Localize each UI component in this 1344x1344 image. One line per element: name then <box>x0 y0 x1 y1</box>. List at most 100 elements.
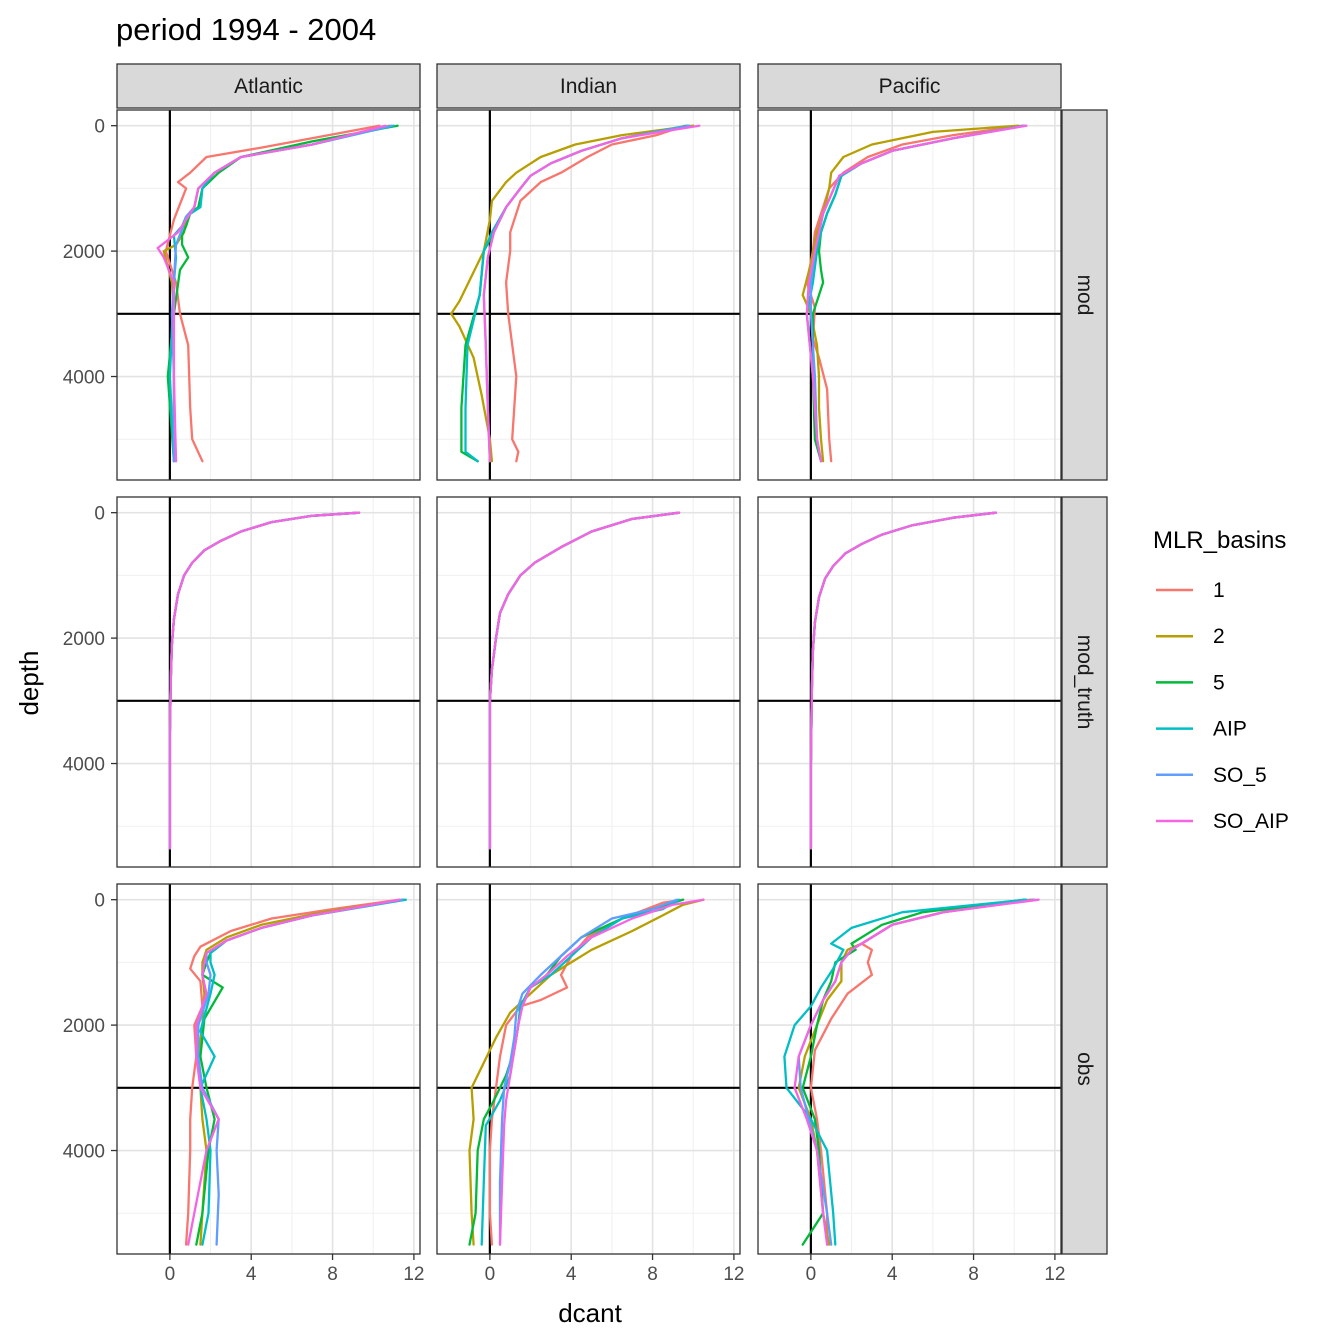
panel-border <box>116 109 421 481</box>
strip-label-mod: mod <box>1073 275 1096 316</box>
panel-atlantic-mod-truth <box>116 496 421 868</box>
gridlines <box>758 110 1061 480</box>
y-tick-label: 2000 <box>63 1016 105 1037</box>
panel-atlantic-obs <box>116 883 421 1255</box>
series-line-1 <box>504 124 687 463</box>
panel-background <box>117 110 420 480</box>
legend-item-5: 5 <box>1156 671 1225 694</box>
x-tick-label: 0 <box>165 1264 176 1285</box>
panel-background <box>117 884 420 1254</box>
x-tick-label: 8 <box>327 1264 338 1285</box>
panel-indian-obs <box>436 883 741 1255</box>
strip-background <box>1061 496 1108 868</box>
strip-label-obs: obs <box>1073 1052 1096 1086</box>
chart-title: period 1994 - 2004 <box>116 12 376 47</box>
x-tick-label: 4 <box>566 1264 577 1285</box>
strip-mod: mod <box>1061 109 1108 481</box>
x-tick-label: 4 <box>887 1264 898 1285</box>
y-tick-label: 0 <box>94 891 105 912</box>
series-line-1 <box>164 124 381 463</box>
legend-item-so-5: SO_5 <box>1156 764 1267 787</box>
panel-border <box>757 109 1062 481</box>
strip-label-indian: Indian <box>560 75 617 98</box>
y-tick-label: 4000 <box>63 368 105 389</box>
series-lines <box>168 511 361 850</box>
legend-label: SO_AIP <box>1213 810 1289 833</box>
legend-items: 1 2 5 AIP SO_5 SO_AIP <box>1156 579 1289 833</box>
panel-border <box>757 883 1062 1255</box>
panel-background <box>437 884 740 1254</box>
legend-item-2: 2 <box>1156 625 1225 648</box>
x-tick-label: 12 <box>403 1264 424 1285</box>
series-lines <box>450 124 701 463</box>
strip-indian: Indian <box>436 63 741 109</box>
strip-background <box>1061 883 1108 1255</box>
x-tick-label: 12 <box>1044 1264 1065 1285</box>
series-line-so-aip <box>498 898 705 1246</box>
panel-border <box>116 883 421 1255</box>
x-tick-label: 0 <box>806 1264 817 1285</box>
series-line-2 <box>450 124 695 463</box>
series-lines <box>488 511 681 850</box>
series-line-1 <box>805 124 1024 463</box>
series-line-2 <box>197 898 405 1246</box>
y-tick-label: 2000 <box>63 629 105 650</box>
strip-atlantic: Atlantic <box>116 63 421 109</box>
x-tick-label: 4 <box>246 1264 257 1285</box>
y-tick-label: 4000 <box>63 1142 105 1163</box>
strip-background <box>436 63 741 109</box>
strip-label-mod-truth: mod_truth <box>1073 635 1096 730</box>
panel-background <box>437 110 740 480</box>
strip-background <box>116 63 421 109</box>
strip-background <box>757 63 1062 109</box>
legend-label: 1 <box>1213 579 1225 602</box>
series-lines <box>468 898 705 1246</box>
panel-background <box>437 497 740 867</box>
legend: MLR_basins 1 2 5 AIP SO_5 SO_AIP <box>1153 527 1289 833</box>
y-tick-label: 4000 <box>63 755 105 776</box>
series-line-aip <box>480 898 681 1246</box>
legend-label: AIP <box>1213 718 1247 741</box>
panel-indian-mod-truth <box>436 496 741 868</box>
legend-item-so-aip: SO_AIP <box>1156 810 1289 833</box>
x-axis-title: dcant <box>558 1298 622 1328</box>
panel-border <box>436 496 741 868</box>
panel-pacific-mod-truth <box>757 496 1062 868</box>
panel-border <box>436 883 741 1255</box>
series-lines <box>156 124 399 463</box>
series-lines <box>184 898 407 1246</box>
series-line-1 <box>184 898 401 1246</box>
x-tick-label: 8 <box>647 1264 658 1285</box>
series-lines <box>809 511 998 850</box>
series-lines <box>801 124 1028 463</box>
series-line-so-aip <box>793 898 1040 1246</box>
series-line-so-aip <box>805 124 1028 463</box>
x-tick-label: 0 <box>485 1264 496 1285</box>
panel-background <box>758 497 1061 867</box>
series-line-so-aip <box>488 511 681 850</box>
series-line-aip <box>783 898 1028 1246</box>
panel-pacific-obs <box>757 883 1062 1255</box>
strip-obs: obs <box>1061 883 1108 1255</box>
axes: 0 2000 4000 0 2000 4000 0 2000 4000 0 4 8 12 0 4 8 12 0 4 8… <box>63 117 1066 1285</box>
strip-pacific: Pacific <box>757 63 1062 109</box>
series-line-so-aip <box>482 124 701 463</box>
series-line-so-aip <box>168 511 361 850</box>
panel-indian-mod <box>436 109 741 481</box>
legend-item-aip: AIP <box>1156 718 1247 741</box>
panel-border <box>757 496 1062 868</box>
y-tick-label: 0 <box>94 117 105 138</box>
legend-title: MLR_basins <box>1153 527 1286 554</box>
legend-item-1: 1 <box>1156 579 1225 602</box>
legend-label: SO_5 <box>1213 764 1267 787</box>
panel-atlantic-mod <box>116 109 421 481</box>
series-line-so-aip <box>809 511 998 850</box>
facet-panels <box>116 109 1062 1255</box>
y-axis-title: depth <box>14 650 44 715</box>
y-tick-label: 2000 <box>63 242 105 263</box>
series-line-2 <box>801 124 1020 463</box>
strip-background <box>1061 109 1108 481</box>
legend-label: 2 <box>1213 625 1225 648</box>
panel-border <box>436 109 741 481</box>
